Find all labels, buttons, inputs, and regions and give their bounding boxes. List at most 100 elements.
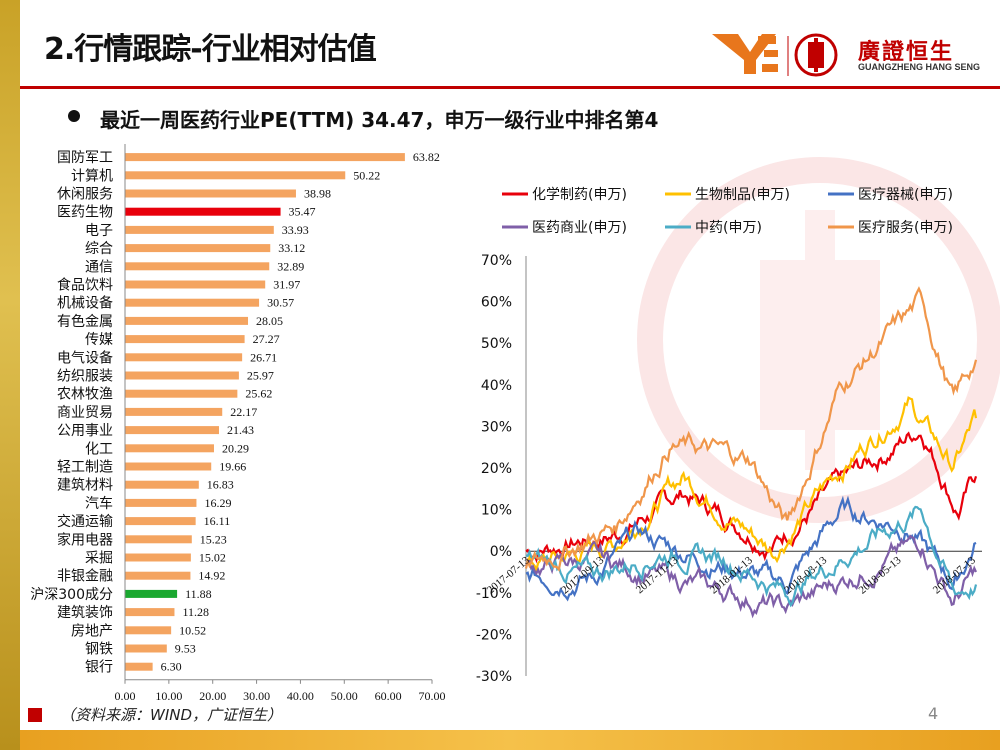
summary-bullet: 最近一周医药行业PE(TTM) 34.47，申万一级行业中排名第4 [100,108,659,132]
legend-label: 生物制品(申万) [695,187,790,203]
value-label: 38.98 [304,187,331,201]
y-tick-label: -30% [476,669,512,685]
bar-食品饮料 [125,280,266,289]
bar-汽车 [125,498,197,507]
source-note: （资料来源：WIND，广证恒生） [60,706,283,724]
y-tick-label: 40% [481,378,512,394]
bar-纺织服装 [125,371,239,380]
logo-chinese-name: 廣證恒生 [858,40,955,65]
value-label: 30.57 [267,296,294,310]
left-accent-bar [0,0,20,750]
value-label: 63.82 [413,150,440,164]
category-label: 汽车 [85,495,113,512]
value-label: 16.83 [207,478,234,492]
x-tick-label: 70.00 [419,689,446,703]
category-label: 纺织服装 [57,369,113,385]
category-label: 电气设备 [57,349,113,366]
value-label: 32.89 [277,259,304,273]
y-tick-label: 30% [481,419,512,435]
watermark-seal [637,157,1000,523]
bar-钢铁 [125,644,167,653]
category-label: 公用事业 [57,423,113,439]
bar-机械设备 [125,298,260,307]
category-label: 国防军工 [57,150,113,166]
legend-label: 中药(申万) [695,220,762,236]
bar-计算机 [125,171,346,180]
logo-english-name: GUANGZHENG HANG SENG [858,62,981,72]
bar-公用事业 [125,426,219,435]
category-label: 通信 [85,259,113,275]
bar-通信 [125,262,270,271]
category-label: 电子 [85,223,113,239]
value-label: 14.92 [198,569,225,583]
category-label: 房地产 [71,623,113,639]
value-label: 50.22 [353,168,380,182]
category-label: 食品饮料 [57,277,113,294]
bar-电子 [125,225,274,234]
y-tick-label: 70% [481,253,512,269]
category-label: 采掘 [85,551,113,567]
bar-电气设备 [125,353,243,362]
bar-银行 [125,662,153,671]
category-label: 医药生物 [57,205,113,221]
y-tick-label: 60% [481,295,512,311]
value-label: 33.93 [282,223,309,237]
y-tick-label: 0% [490,544,512,560]
value-label: 6.30 [161,660,182,674]
series-line-0 [525,431,978,564]
value-label: 28.05 [256,314,283,328]
bar-商业贸易 [125,407,223,416]
category-label: 银行 [85,660,113,676]
value-label: 22.17 [230,405,257,419]
category-label: 钢铁 [85,642,113,658]
x-tick-label: 10.00 [155,689,182,703]
legend-label: 医疗器械(申万) [858,187,953,203]
value-label: 19.66 [219,460,246,474]
bar-国防军工 [125,153,405,162]
category-label: 传媒 [85,332,113,348]
x-date-label: 2018-05-13 [857,554,904,597]
category-label: 综合 [85,241,113,257]
bar-综合 [125,244,271,253]
x-tick-label: 40.00 [287,689,314,703]
value-label: 20.29 [222,441,249,455]
x-tick-label: 50.00 [331,689,358,703]
series-line-3 [524,534,977,619]
value-label: 16.29 [204,496,231,510]
bar-交通运输 [125,517,196,526]
bar-化工 [125,444,214,453]
bar-休闲服务 [125,189,296,198]
category-label: 建筑装饰 [57,605,113,621]
page-number: 4 [928,704,939,723]
series-line-1 [525,396,978,574]
x-date-label: 2018-03-13 [782,554,829,597]
value-label: 15.02 [199,551,226,565]
category-label: 休闲服务 [57,187,113,203]
value-label: 11.28 [182,605,209,619]
value-label: 33.12 [278,241,305,255]
category-label: 有色金属 [57,313,113,330]
bar-房地产 [125,626,172,635]
x-tick-label: 0.00 [115,689,136,703]
bar-建筑装饰 [125,608,175,617]
bottom-accent-bar [20,730,1000,750]
category-label: 农林牧渔 [57,387,113,403]
category-label: 商业贸易 [57,405,113,421]
bar-有色金属 [125,316,249,325]
legend-label: 医药商业(申万) [532,220,627,236]
category-label: 化工 [85,441,113,457]
category-label: 沪深300成分 [30,587,113,603]
category-label: 家用电器 [57,531,113,548]
y-tick-label: -20% [476,627,512,643]
category-label: 机械设备 [57,295,113,312]
value-label: 31.97 [273,278,300,292]
category-label: 建筑材料 [57,478,113,494]
bar-沪深300成分 [125,589,178,598]
series-line-5 [524,286,978,573]
value-label: 16.11 [204,514,231,528]
y-tick-label: -10% [476,586,512,602]
bar-家用电器 [125,535,192,544]
legend-label: 化学制药(申万) [532,187,627,203]
value-label: 11.88 [185,587,212,601]
bullet-icon [68,110,80,122]
